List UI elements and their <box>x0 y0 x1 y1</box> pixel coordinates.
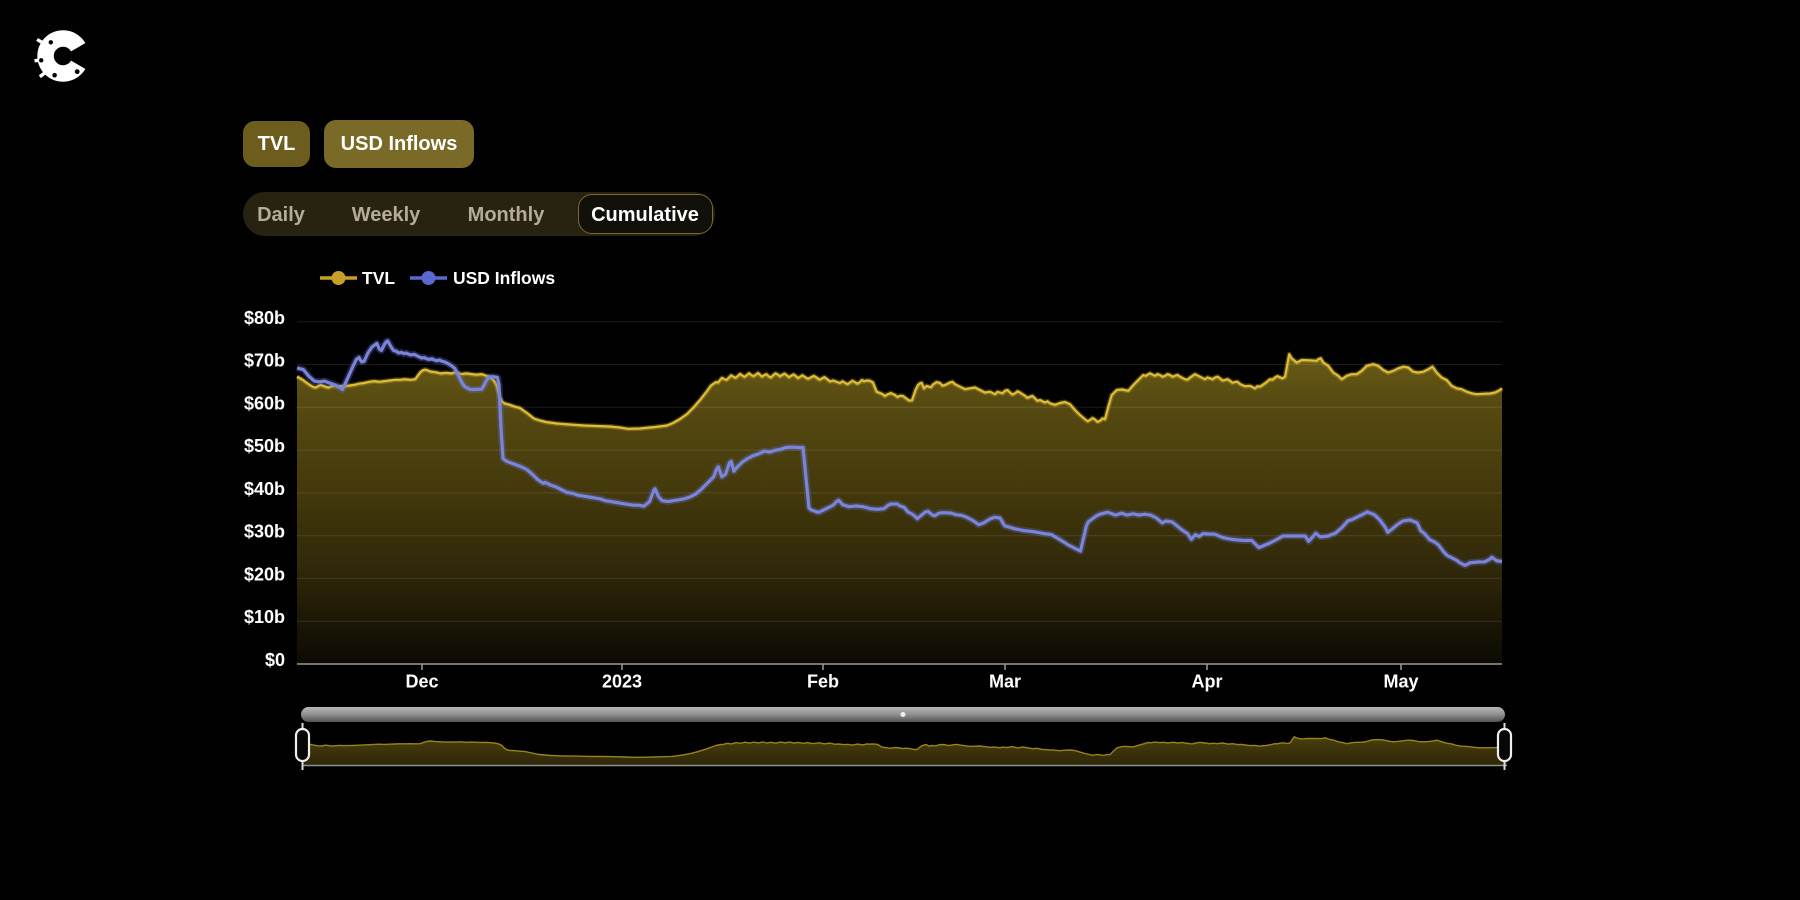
svg-text:TVL: TVL <box>362 268 395 288</box>
svg-text:USD Inflows: USD Inflows <box>453 268 555 288</box>
svg-text:$20b: $20b <box>244 564 285 584</box>
svg-text:Apr: Apr <box>1192 672 1223 692</box>
svg-text:Dec: Dec <box>405 672 438 692</box>
svg-text:$60b: $60b <box>244 393 285 413</box>
svg-text:$50b: $50b <box>244 436 285 456</box>
svg-text:$0: $0 <box>265 650 285 670</box>
svg-text:Feb: Feb <box>807 672 839 692</box>
svg-text:May: May <box>1383 672 1418 692</box>
svg-text:$70b: $70b <box>244 351 285 371</box>
svg-text:Mar: Mar <box>989 672 1021 692</box>
svg-text:$10b: $10b <box>244 607 285 627</box>
svg-text:$40b: $40b <box>244 479 285 499</box>
svg-text:$80b: $80b <box>244 308 285 328</box>
svg-text:$30b: $30b <box>244 522 285 542</box>
svg-text:2023: 2023 <box>602 672 642 692</box>
